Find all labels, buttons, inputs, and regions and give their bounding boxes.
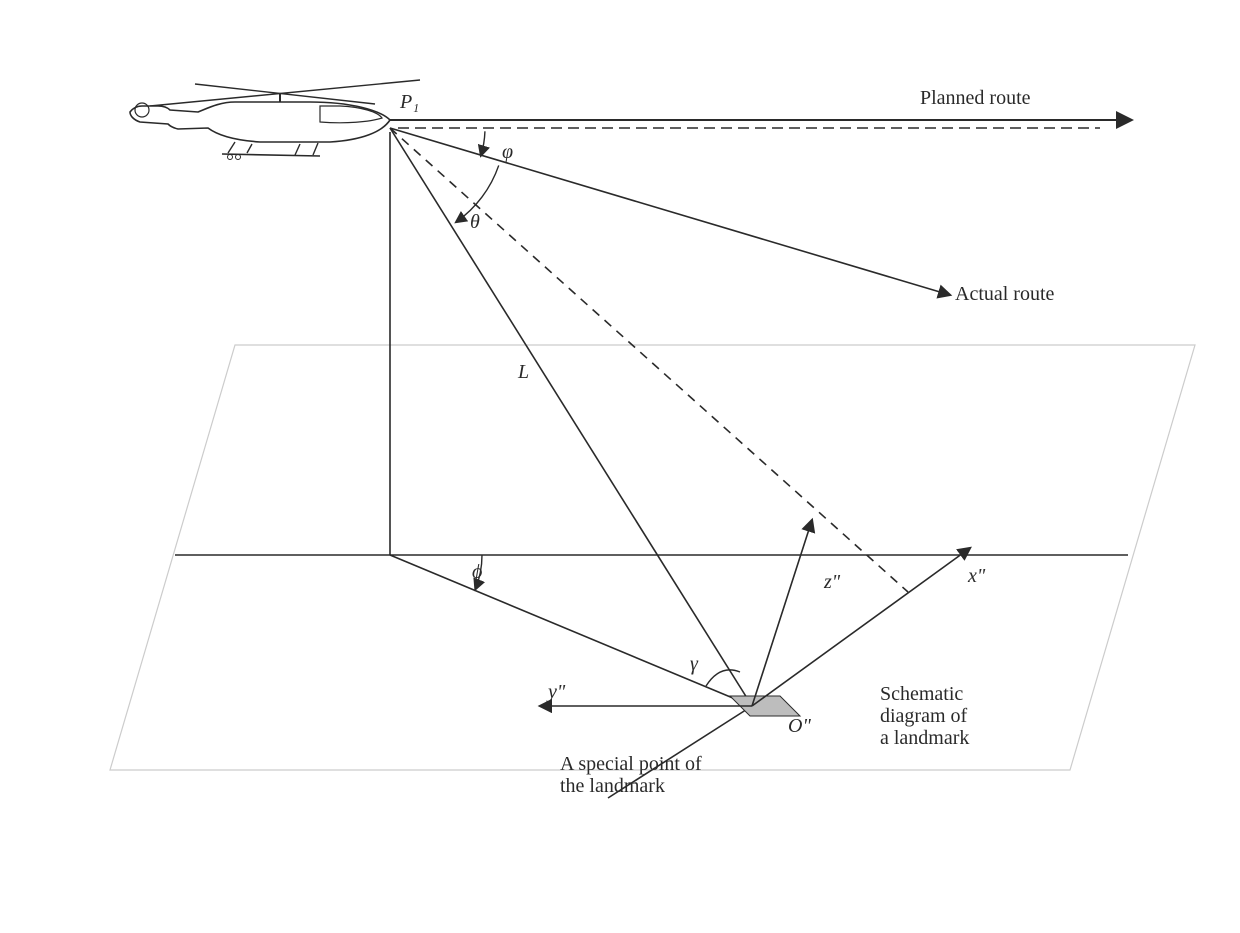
caption-special-point: A special point ofthe landmark [560,753,702,797]
axis-y-label: y" [546,681,566,703]
angle-phi-upper [481,131,485,155]
sight-line-dashed [390,128,908,592]
axis-z [752,520,812,706]
angle-phi-upper-label: φ [502,141,513,163]
axis-x-label: x" [967,565,986,587]
angle-theta-label: θ [470,211,480,233]
label-planned-route: Planned route [920,87,1031,109]
ground-ray [390,555,752,706]
label-actual-route: Actual route [955,283,1055,305]
label-L: L [517,361,529,383]
angle-phi-ground-label: ϕ [472,561,482,583]
angle-gamma-label: γ [690,653,699,675]
sight-line-L [390,128,752,706]
axis-origin-label: O" [788,715,811,737]
caption-schematic: Schematicdiagram ofa landmark [880,683,969,749]
label-P1: P₁ [399,91,419,113]
axis-z-label: z" [823,571,841,593]
diagram-canvas: x" y" z" O" φ θ ϕ γ P₁ L Planned route Actual route… [0,0,1240,933]
helicopter-icon [130,80,420,160]
